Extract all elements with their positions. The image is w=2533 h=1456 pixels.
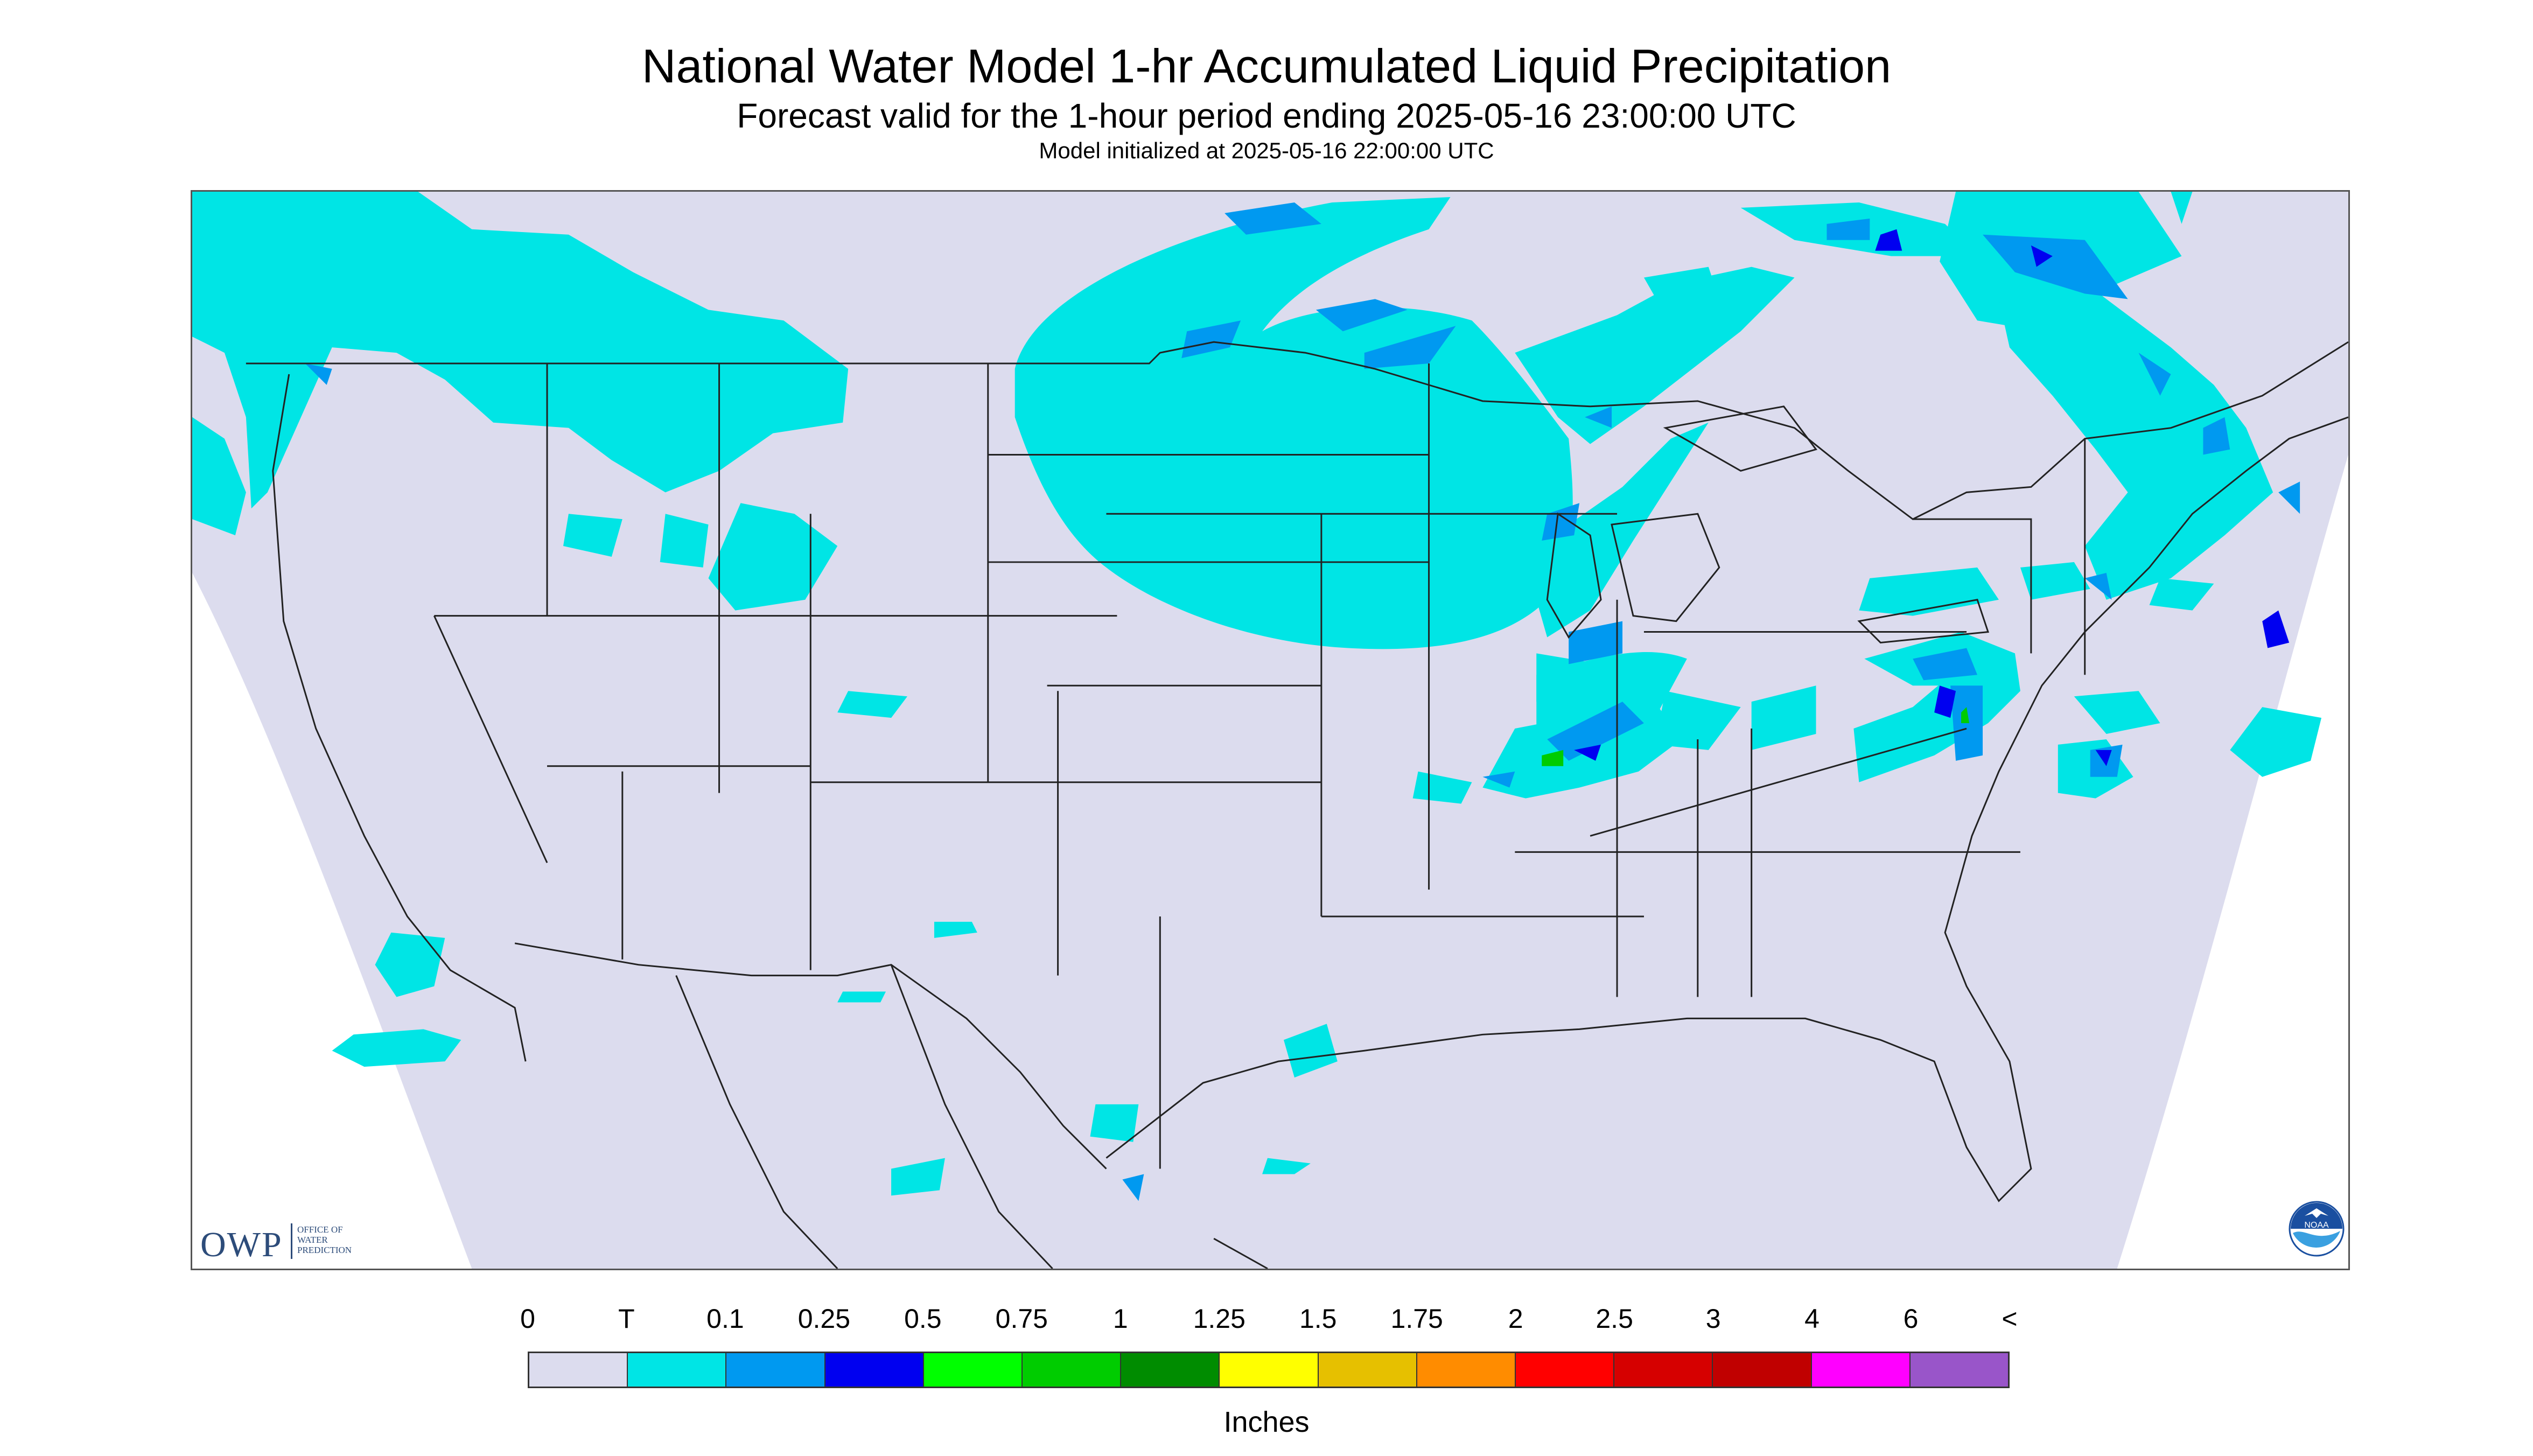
owp-logo-divider xyxy=(291,1223,292,1259)
legend-swatch xyxy=(1811,1353,1911,1387)
noaa-logo-icon: NOAA xyxy=(2289,1201,2345,1257)
map-title: National Water Model 1-hr Accumulated Li… xyxy=(641,39,1892,93)
legend-swatch xyxy=(1417,1353,1516,1387)
legend-label: T xyxy=(618,1304,635,1334)
legend-label: 3 xyxy=(1705,1304,1721,1334)
legend-label: 1.75 xyxy=(1390,1304,1443,1334)
legend-swatch xyxy=(529,1353,628,1387)
legend-label: 1.5 xyxy=(1299,1304,1337,1334)
legend-label: 0.1 xyxy=(706,1304,744,1334)
legend-label: 2.5 xyxy=(1596,1304,1633,1334)
legend-label: 0.75 xyxy=(995,1304,1048,1334)
legend-swatch xyxy=(1121,1353,1220,1387)
noaa-logo-text: NOAA xyxy=(2304,1221,2329,1230)
legend-swatch xyxy=(825,1353,924,1387)
precipitation-map xyxy=(191,190,2350,1270)
legend-swatch xyxy=(1516,1353,1615,1387)
precip-moderate-areas xyxy=(1574,229,2290,766)
legend-label: 0.25 xyxy=(797,1304,851,1334)
legend-color-bar xyxy=(528,1352,2010,1388)
legend-swatch xyxy=(628,1353,727,1387)
legend-swatch xyxy=(1023,1353,1122,1387)
precip-trace-areas xyxy=(192,192,2322,1196)
legend-label: 0 xyxy=(520,1304,535,1334)
legend-swatch xyxy=(923,1353,1023,1387)
legend-label: < xyxy=(2002,1304,2018,1334)
legend-swatch xyxy=(1713,1353,1812,1387)
legend-label: 6 xyxy=(1903,1304,1919,1334)
legend-labels: 0 T 0.1 0.25 0.5 0.75 1 1.25 1.5 1.75 2 2.5 3 4 6 < xyxy=(0,1303,2533,1341)
legend-label: 0.5 xyxy=(904,1304,942,1334)
precip-light-areas xyxy=(305,202,2300,1201)
owp-logo-name: OFFICE OF WATER PREDICTION xyxy=(297,1224,352,1255)
legend-swatch xyxy=(726,1353,825,1387)
legend-label: 1.25 xyxy=(1193,1304,1245,1334)
map-canvas xyxy=(192,192,2348,1269)
legend-swatch xyxy=(1318,1353,1417,1387)
legend-label: 1 xyxy=(1112,1304,1128,1334)
legend-swatch xyxy=(1220,1353,1319,1387)
legend-label: 4 xyxy=(1804,1304,1820,1334)
legend-label: 2 xyxy=(1508,1304,1523,1334)
legend-swatch xyxy=(1910,1353,2009,1387)
map-subtitle: Forecast valid for the 1-hour period end… xyxy=(737,96,1796,135)
legend-swatch xyxy=(1614,1353,1713,1387)
legend-units: Inches xyxy=(1223,1406,1310,1438)
model-init-text: Model initialized at 2025-05-16 22:00:00… xyxy=(1039,138,1494,163)
political-boundaries xyxy=(246,341,2348,1269)
owp-logo-text: OWP xyxy=(200,1225,283,1264)
